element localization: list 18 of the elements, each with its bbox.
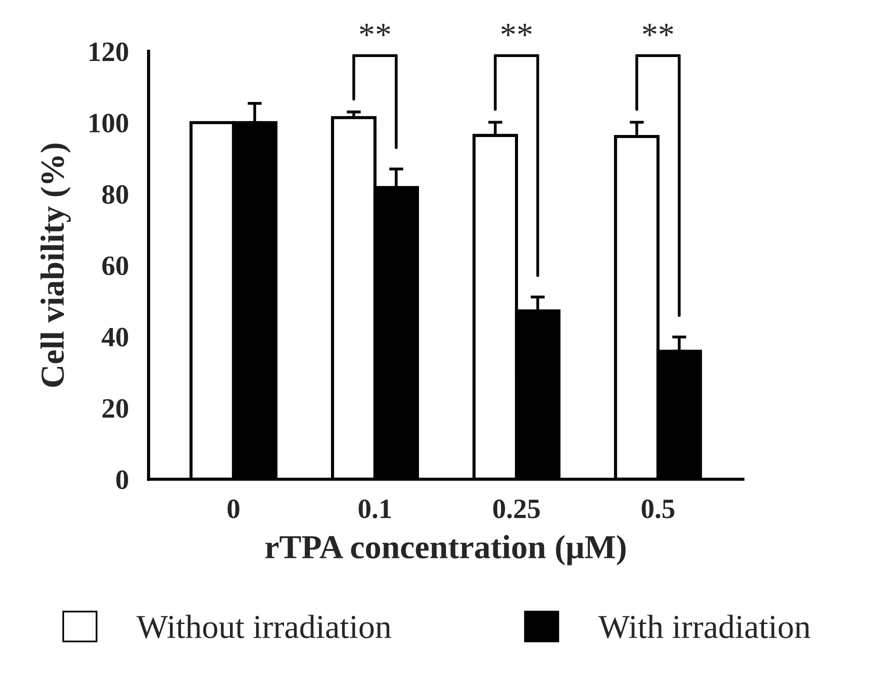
y-tick-label: 40 [102,328,128,347]
x-tick-label: 0 [228,499,240,518]
text: ** [501,24,532,36]
x-tick-label: 0.1 [358,499,391,518]
text: ** [642,24,674,36]
legend-label: With irradiation [598,614,810,638]
x-axis-title: rTPA concentration (μM) [265,534,626,566]
y-tick-label: 60 [102,256,128,276]
y-tick-label: 20 [102,399,128,418]
x-tick-label: 0.5 [642,499,674,518]
y-axis-title: Cell viability (%) [40,144,71,387]
x-tick-label: 0.25 [493,499,540,518]
legend-label: Without irradiation [136,614,392,638]
y-tick-label: 80 [102,185,128,204]
y-tick-label: 100 [90,114,128,133]
y-tick-label: 0 [116,470,128,490]
y-tick-label: 120 [90,42,128,62]
text: ** [360,24,390,36]
